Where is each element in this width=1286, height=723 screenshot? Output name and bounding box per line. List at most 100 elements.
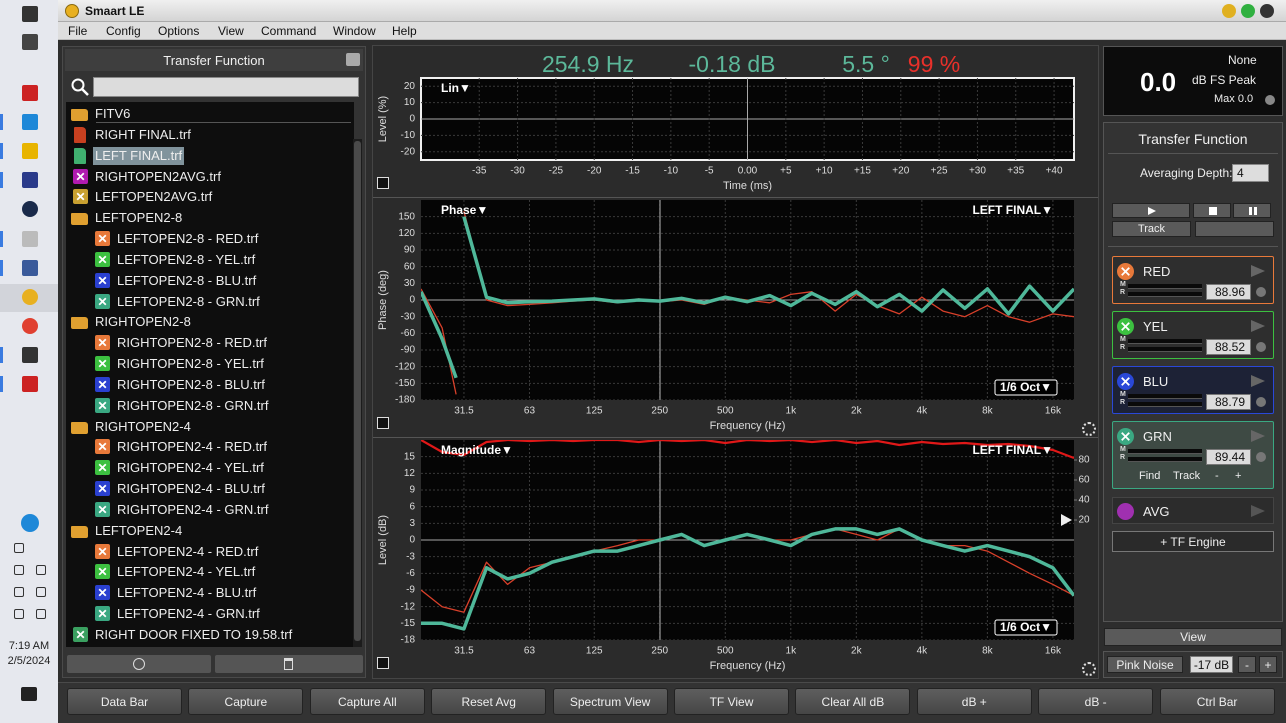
file-row[interactable]: RIGHTOPEN2-8 - GRN.trf xyxy=(66,396,354,416)
taskbar-app-icon[interactable] xyxy=(22,34,38,50)
engine-delay[interactable]: 88.79 xyxy=(1206,394,1251,410)
track-button[interactable]: Track xyxy=(1112,221,1191,237)
file-row[interactable]: LEFTOPEN2-8 xyxy=(66,208,354,228)
file-row[interactable]: LEFTOPEN2-4 - RED.trf xyxy=(66,542,354,562)
averaging-select[interactable]: 4 xyxy=(1232,164,1269,182)
command-button[interactable]: Capture xyxy=(188,688,304,715)
menu-item[interactable]: Command xyxy=(261,24,317,38)
tray-icon[interactable] xyxy=(14,543,24,553)
command-button[interactable]: dB + xyxy=(916,688,1032,715)
file-row[interactable]: LEFT FINAL.trf xyxy=(66,146,354,166)
command-button[interactable]: Reset Avg xyxy=(431,688,547,715)
engine-control[interactable]: Track xyxy=(1173,470,1201,482)
tray-icon[interactable] xyxy=(36,565,46,575)
file-row[interactable]: RIGHT FINAL.trf xyxy=(66,125,354,145)
engine-delay[interactable]: 89.44 xyxy=(1206,449,1251,465)
plot-settings-button[interactable] xyxy=(1082,662,1096,676)
average-engine[interactable]: AVG xyxy=(1112,497,1274,524)
file-row[interactable]: RIGHTOPEN2-8 xyxy=(66,312,354,332)
window-control[interactable] xyxy=(1260,4,1274,18)
close-plot-button[interactable] xyxy=(377,177,389,189)
file-row[interactable]: LEFTOPEN2-4 - BLU.trf xyxy=(66,583,354,603)
tray-icon[interactable] xyxy=(36,587,46,597)
menu-item[interactable]: Window xyxy=(333,24,376,38)
file-row[interactable]: RIGHTOPEN2-4 - YEL.trf xyxy=(66,458,354,478)
add-engine-button[interactable]: + TF Engine xyxy=(1112,531,1274,552)
file-row[interactable]: RIGHTOPEN2-4 - BLU.trf xyxy=(66,479,354,499)
menu-item[interactable]: View xyxy=(218,24,244,38)
pause-button[interactable] xyxy=(1233,203,1271,218)
tray-icon[interactable] xyxy=(36,609,46,619)
taskbar-app-icon[interactable] xyxy=(22,260,38,276)
file-row[interactable]: RIGHTOPEN2-8 - RED.trf xyxy=(66,333,354,353)
file-row[interactable]: LEFTOPEN2-8 - GRN.trf xyxy=(66,292,354,312)
command-button[interactable]: dB - xyxy=(1038,688,1154,715)
generator-level[interactable]: -17 dB xyxy=(1190,656,1233,673)
file-row[interactable]: LEFTOPEN2-8 - YEL.trf xyxy=(66,250,354,270)
file-row[interactable]: RIGHT DOOR FIXED TO 19.58.trf xyxy=(66,625,354,645)
file-row[interactable]: RIGHTOPEN2-8 - BLU.trf xyxy=(66,375,354,395)
close-plot-button[interactable] xyxy=(377,657,389,669)
taskbar-app-icon[interactable] xyxy=(22,318,38,334)
tf-engine[interactable]: BLU M R 88.79 xyxy=(1112,366,1274,414)
close-plot-button[interactable] xyxy=(377,417,389,429)
taskbar-app-icon[interactable] xyxy=(22,347,38,363)
level-down-button[interactable]: - xyxy=(1238,656,1256,673)
browser-menu-button[interactable] xyxy=(346,53,360,66)
generator-button[interactable]: Pink Noise xyxy=(1107,656,1183,673)
command-button[interactable]: Capture All xyxy=(309,688,425,715)
menu-item[interactable]: Config xyxy=(106,24,141,38)
file-row[interactable]: RIGHTOPEN2-4 - RED.trf xyxy=(66,437,354,457)
engine-control[interactable]: Find xyxy=(1139,470,1161,482)
window-control[interactable] xyxy=(1222,4,1236,18)
stop-button[interactable] xyxy=(1193,203,1231,218)
menu-item[interactable]: Help xyxy=(392,24,417,38)
file-row[interactable]: RIGHTOPEN2AVG.trf xyxy=(66,167,354,187)
taskbar-app-icon[interactable] xyxy=(22,231,38,247)
taskbar-app-icon[interactable] xyxy=(22,85,38,101)
file-row[interactable]: LEFTOPEN2-8 - RED.trf xyxy=(66,229,354,249)
file-row[interactable]: LEFTOPEN2AVG.trf xyxy=(66,187,354,207)
meter-source[interactable]: None xyxy=(1228,53,1257,67)
taskbar-app-icon[interactable] xyxy=(22,6,38,22)
menu-item[interactable]: Options xyxy=(158,24,200,38)
tf-engine[interactable]: RED M R 88.96 xyxy=(1112,256,1274,304)
command-button[interactable]: Spectrum View xyxy=(552,688,668,715)
engine-delay[interactable]: 88.52 xyxy=(1206,339,1251,355)
taskbar-app-icon[interactable] xyxy=(22,201,38,217)
engine-delay[interactable]: 88.96 xyxy=(1206,284,1251,300)
command-button[interactable]: Ctrl Bar xyxy=(1159,688,1275,715)
file-row[interactable]: RIGHTOPEN2-4 - GRN.trf xyxy=(66,500,354,520)
level-up-button[interactable]: + xyxy=(1259,656,1277,673)
help-icon[interactable] xyxy=(21,514,39,532)
play-button[interactable] xyxy=(1112,203,1190,218)
file-row[interactable]: LEFTOPEN2-4 xyxy=(66,521,354,541)
tray-icon[interactable] xyxy=(14,565,24,575)
file-row[interactable]: LEFTOPEN2-8 - BLU.trf xyxy=(66,271,354,291)
scrollbar-thumb[interactable] xyxy=(354,141,361,641)
taskbar-app-icon[interactable] xyxy=(22,172,38,188)
taskbar-app-icon[interactable] xyxy=(22,143,38,159)
meter-mode[interactable]: dB FS Peak xyxy=(1192,73,1257,87)
menu-item[interactable]: File xyxy=(68,24,88,38)
tf-engine[interactable]: YEL M R 88.52 xyxy=(1112,311,1274,359)
info-button[interactable] xyxy=(67,655,211,673)
view-button[interactable]: View xyxy=(1104,628,1282,646)
window-control[interactable] xyxy=(1241,4,1255,18)
file-row[interactable]: LEFTOPEN2-4 - YEL.trf xyxy=(66,562,354,582)
tf-engine[interactable]: GRN M R 89.44 Find Track - + xyxy=(1112,421,1274,489)
taskbar-app-icon[interactable] xyxy=(22,376,38,392)
tray-icon[interactable] xyxy=(14,609,24,619)
taskbar-app-icon[interactable] xyxy=(22,289,38,305)
command-button[interactable]: Clear All dB xyxy=(795,688,911,715)
command-button[interactable]: Data Bar xyxy=(67,688,182,715)
engine-control[interactable]: + xyxy=(1235,470,1242,482)
command-button[interactable]: TF View xyxy=(674,688,789,715)
file-row[interactable]: RIGHTOPEN2-4 xyxy=(66,417,354,437)
tray-icon[interactable] xyxy=(14,587,24,597)
notification-icon[interactable] xyxy=(21,687,37,701)
plot-settings-button[interactable] xyxy=(1082,422,1096,436)
engine-control[interactable]: - xyxy=(1215,470,1219,482)
file-row[interactable]: LEFTOPEN2-4 - GRN.trf xyxy=(66,604,354,624)
file-row[interactable]: RIGHTOPEN2-8 - YEL.trf xyxy=(66,354,354,374)
